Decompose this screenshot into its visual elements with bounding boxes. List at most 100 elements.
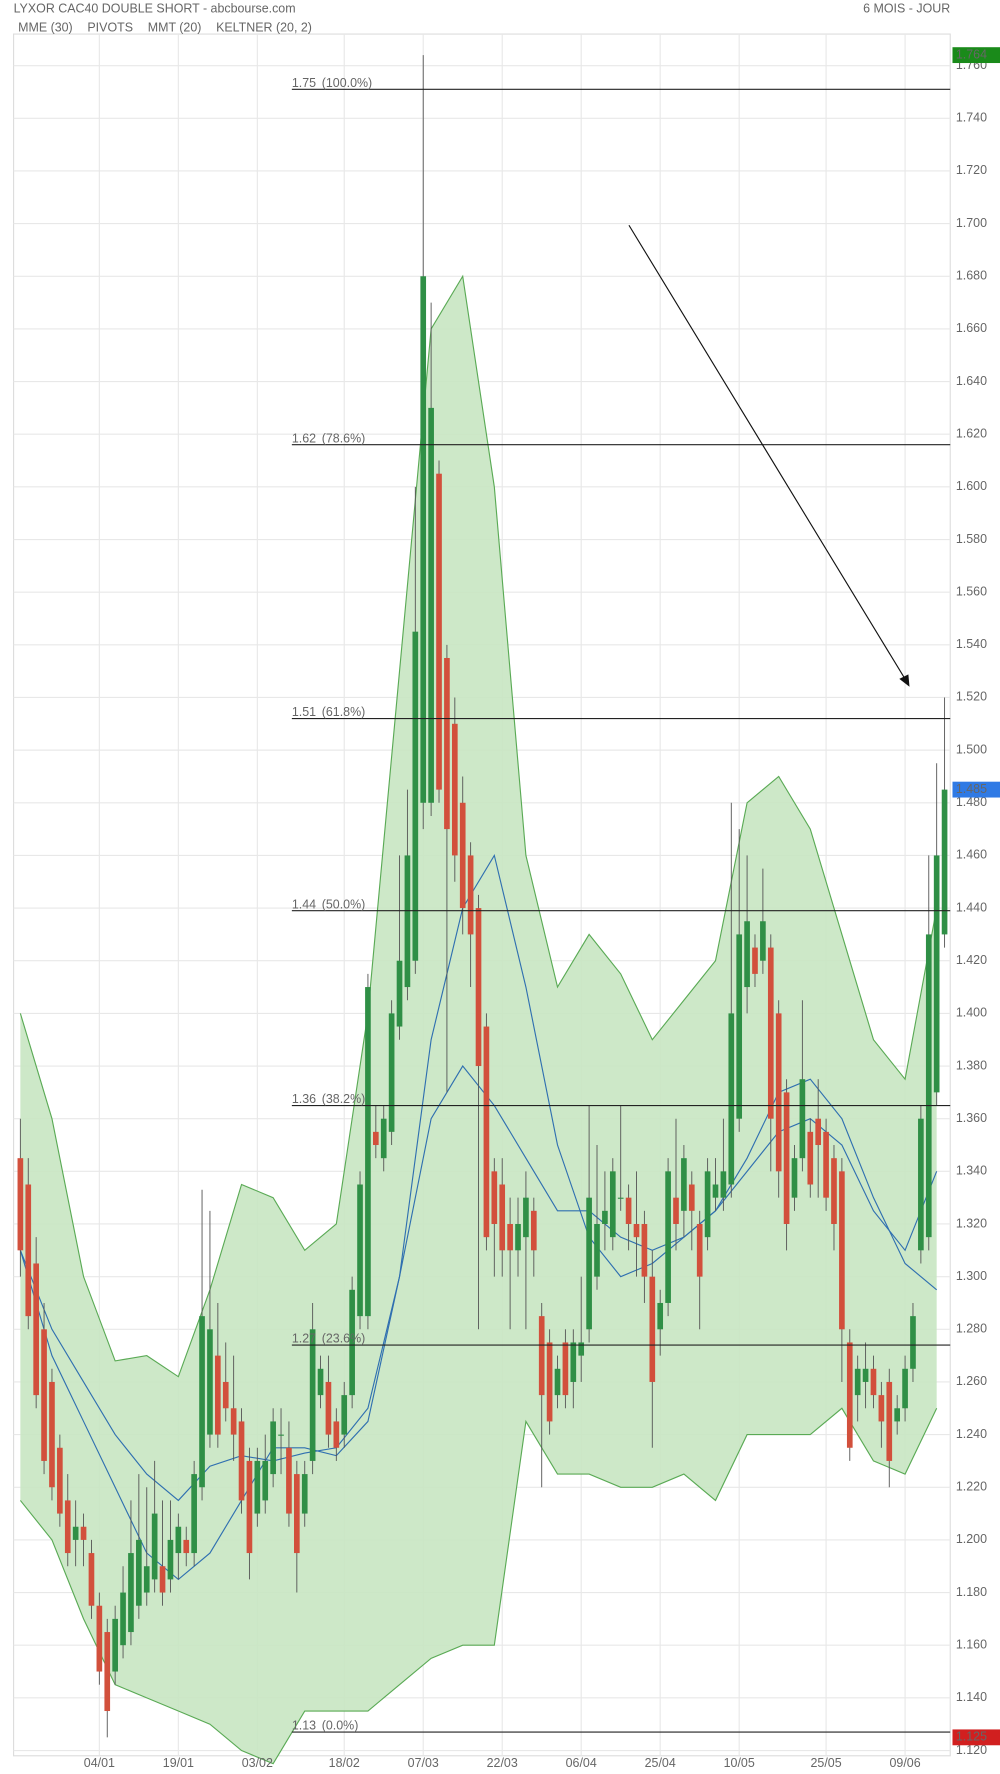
candle-body: [554, 1368, 561, 1396]
candle-body: [625, 1197, 632, 1224]
candle-body: [136, 1539, 142, 1606]
fib-pct: (78.6%): [322, 431, 366, 445]
candle-body: [720, 1171, 727, 1198]
candle-body: [902, 1368, 908, 1409]
candle-body: [823, 1131, 829, 1198]
period: 6 MOIS - JOUR: [863, 1, 950, 15]
y-tick-label: 1.220: [956, 1480, 987, 1494]
fib-label: 1.51: [292, 705, 316, 719]
candle-body: [357, 1184, 363, 1317]
candle-body: [143, 1566, 150, 1593]
candle-body: [388, 1013, 395, 1132]
keltner-lower: [19, 1407, 938, 1765]
candle-body: [878, 1395, 885, 1422]
y-tick-label: 1.340: [956, 1164, 987, 1178]
candle-body: [594, 1223, 600, 1277]
x-tick-label: 10/05: [724, 1756, 755, 1770]
candle-body: [696, 1223, 703, 1277]
candle-body: [870, 1368, 877, 1396]
candle-body: [41, 1329, 47, 1461]
y-tick-label: 1.560: [956, 584, 987, 598]
x-tick-label: 04/01: [84, 1756, 115, 1770]
candle-body: [317, 1368, 324, 1396]
candle-body: [483, 1026, 490, 1238]
legend-item: MME (30): [18, 21, 73, 35]
candle-body: [649, 1276, 656, 1382]
fib-pct: (100.0%): [322, 76, 372, 90]
candle-body: [704, 1171, 711, 1238]
candle-body: [736, 934, 743, 1119]
candle-body: [412, 631, 419, 961]
candle-body: [744, 921, 750, 988]
candle-body: [507, 1223, 513, 1251]
candle-body: [72, 1526, 79, 1540]
candle-body: [767, 947, 774, 1119]
y-tick-label: 1.360: [956, 1111, 987, 1125]
candle-body: [128, 1553, 134, 1633]
candle-body: [609, 1171, 616, 1238]
y-tick-label: 1.640: [956, 374, 987, 388]
y-tick-label: 1.280: [956, 1322, 987, 1336]
candle-body: [286, 1447, 292, 1514]
candle-body: [712, 1184, 719, 1198]
candle-body: [238, 1421, 245, 1501]
candle-body: [444, 657, 450, 830]
y-tick-label: 1.140: [956, 1690, 987, 1704]
y-tick-label: 1.480: [956, 795, 987, 809]
candle-body: [633, 1223, 640, 1238]
y-tick-label: 1.580: [956, 532, 987, 546]
candle-body: [262, 1460, 269, 1501]
candle-body: [530, 1210, 537, 1251]
candle-body: [64, 1500, 71, 1554]
candle-body: [104, 1632, 111, 1712]
legend-item: PIVOTS: [87, 21, 133, 35]
candle-body: [475, 908, 482, 1067]
candle-body: [910, 1316, 916, 1369]
candle-body: [752, 947, 758, 974]
candle-body: [270, 1421, 276, 1475]
candle-body: [839, 1171, 845, 1330]
x-tick-label: 22/03: [487, 1756, 518, 1770]
fib-label: 1.27: [292, 1332, 316, 1346]
candle-body: [420, 276, 427, 803]
y-tick-label: 1.160: [956, 1637, 987, 1651]
fib-pct: (0.0%): [322, 1719, 359, 1733]
y-tick-label: 1.180: [956, 1585, 987, 1599]
candle-body: [815, 1118, 822, 1146]
y-tick-label: 1.120: [956, 1743, 987, 1757]
y-tick-label: 1.400: [956, 1006, 987, 1020]
candle-body: [523, 1197, 529, 1238]
fib-label: 1.62: [292, 431, 316, 445]
price-badge: [952, 1729, 1000, 1746]
candle-body: [775, 1013, 782, 1172]
y-axis: 1.120 1.140 1.160 1.180 1.200 1.220 1.240 1.260…: [84, 47, 1000, 1770]
candle-body: [120, 1592, 126, 1646]
candle-body: [783, 1092, 790, 1224]
candle-body: [562, 1342, 569, 1396]
candle-body: [230, 1408, 237, 1435]
candle-body: [459, 802, 466, 909]
candle-body: [404, 855, 411, 988]
fib-label: 1.13: [292, 1719, 316, 1733]
candle-body: [846, 1342, 853, 1448]
y-tick-label: 1.420: [956, 953, 987, 967]
y-tick-label: 1.600: [956, 479, 987, 493]
fib-pct: (23.6%): [322, 1332, 366, 1346]
candle-body: [96, 1605, 103, 1672]
y-tick-label: 1.320: [956, 1216, 987, 1230]
price-badge-label: 1.125: [956, 1730, 987, 1744]
candle-body: [641, 1223, 648, 1277]
candle-body: [191, 1474, 197, 1554]
x-tick-label: 25/05: [811, 1756, 842, 1770]
candle-body: [728, 1013, 735, 1185]
candle-body: [918, 1118, 924, 1251]
candle-body: [380, 1118, 387, 1159]
candle-body: [246, 1460, 253, 1554]
legend: MME (30) PIVOTS MMT (20) KELTNER (20, 2): [18, 21, 312, 35]
candle-body: [760, 921, 766, 961]
candle-body: [665, 1171, 671, 1303]
candle-body: [886, 1381, 893, 1461]
y-tick-label: 1.440: [956, 900, 987, 914]
candle-body: [941, 789, 948, 935]
candle-body: [301, 1474, 308, 1514]
